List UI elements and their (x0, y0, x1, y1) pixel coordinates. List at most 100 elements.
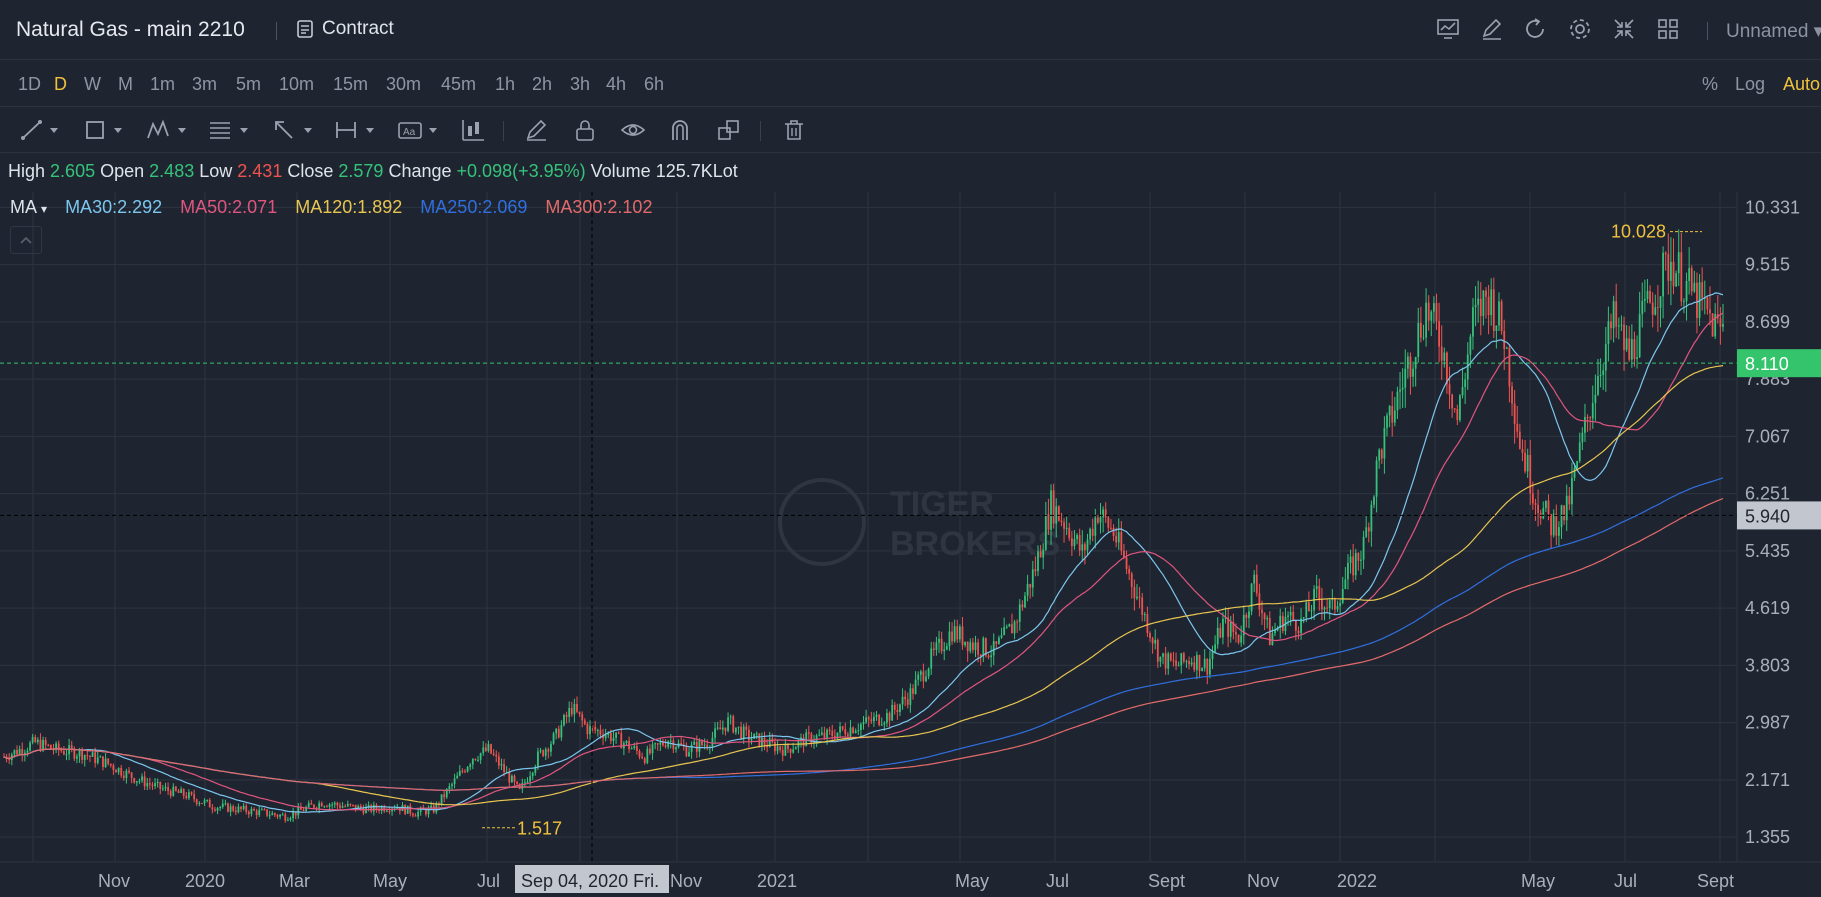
scale-log-toggle[interactable]: Log (1735, 74, 1766, 94)
candle-body (646, 748, 649, 763)
candle-body (195, 799, 198, 804)
candle-body (925, 676, 927, 682)
y-axis-tick-label: 2.987 (1745, 713, 1790, 733)
magnet-tool[interactable] (668, 115, 692, 145)
period-3h[interactable]: 3h (570, 74, 591, 94)
candle-body (414, 815, 417, 817)
candle-body (47, 744, 50, 746)
candle-body (1055, 506, 1058, 524)
layout-name-dropdown[interactable]: Unnamed ▾ (1726, 21, 1821, 42)
candle-body (1037, 551, 1039, 572)
scale-auto-toggle[interactable]: Auto (1783, 74, 1821, 94)
lock-tool[interactable] (573, 115, 597, 145)
period-m[interactable]: M (118, 74, 133, 94)
candle-body (513, 775, 516, 782)
candle-body (1693, 282, 1696, 292)
visibility-tool[interactable] (620, 115, 646, 145)
edit-icon[interactable] (1479, 16, 1505, 42)
delete-tool[interactable] (782, 115, 806, 145)
candle-body (1683, 301, 1685, 303)
candle-body (279, 814, 281, 817)
arrow-icon (275, 121, 312, 139)
candle-body (1180, 653, 1183, 666)
x-axis-tick-label: Mar (279, 871, 310, 891)
candle-body (1709, 309, 1711, 314)
candle-body (675, 747, 677, 750)
period-3m[interactable]: 3m (192, 74, 218, 94)
period-5m[interactable]: 5m (236, 74, 262, 94)
candle-body (73, 748, 76, 759)
period-4h[interactable]: 4h (606, 74, 627, 94)
candle-body (1248, 611, 1250, 618)
period-1h[interactable]: 1h (495, 74, 516, 94)
candle-body (1531, 493, 1534, 504)
candle-body (1386, 415, 1388, 428)
candle-body (1057, 506, 1060, 521)
candle-body (854, 730, 857, 733)
candle-body (89, 755, 91, 757)
period-1m[interactable]: 1m (150, 74, 176, 94)
candle-body (901, 696, 904, 705)
period-30m[interactable]: 30m (386, 74, 422, 94)
period-6h[interactable]: 6h (644, 74, 665, 94)
candle-body (1670, 261, 1672, 281)
period-2h[interactable]: 2h (532, 74, 553, 94)
x-axis-tick-label: Nov (98, 871, 130, 891)
x-axis-tick-label: Jul (1046, 871, 1069, 891)
candle-body (120, 767, 123, 776)
contract-label: Contract (322, 18, 394, 39)
period-10m[interactable]: 10m (279, 74, 315, 94)
pencil-tool[interactable] (524, 115, 550, 145)
candle-body (1370, 504, 1373, 532)
candle-body (65, 754, 68, 756)
measure-tool[interactable] (334, 115, 378, 145)
indicator-dropdown[interactable]: MA ▾ (10, 197, 48, 217)
candle-body (289, 818, 292, 820)
candle-body (23, 752, 26, 755)
candle-body (935, 642, 938, 650)
settings-gear-icon[interactable] (1567, 16, 1593, 42)
candle-body (581, 714, 584, 721)
period-45m[interactable]: 45m (441, 74, 477, 94)
period-w[interactable]: W (84, 74, 101, 94)
candle-body (1232, 622, 1235, 633)
candle-body (727, 717, 729, 731)
rectangle-tool[interactable] (84, 115, 128, 145)
chart-compare-icon[interactable] (1435, 16, 1461, 42)
candle-body (294, 811, 297, 816)
text-tool[interactable]: Aa (397, 115, 441, 145)
period-15m[interactable]: 15m (333, 74, 369, 94)
candle-body (49, 744, 52, 749)
candle-body (490, 744, 492, 754)
collapse-legend-button[interactable] (10, 226, 42, 254)
period-d[interactable]: D (54, 74, 67, 94)
period-1d[interactable]: 1D (18, 74, 42, 94)
trend-line-tool[interactable] (20, 115, 64, 145)
candle-body (1636, 357, 1638, 359)
candle-body (495, 754, 498, 757)
candle-body (1617, 325, 1620, 327)
candle-body (589, 726, 591, 735)
candle-body (917, 674, 920, 680)
contract-button[interactable]: Contract (296, 18, 394, 40)
refresh-icon[interactable] (1523, 16, 1549, 42)
candle-tool[interactable] (460, 115, 486, 145)
pattern-tool[interactable] (146, 115, 190, 145)
candle-body (1719, 318, 1722, 327)
candle-body (1047, 514, 1050, 530)
candle-body (1360, 559, 1362, 561)
collapse-arrows-icon[interactable] (1611, 16, 1637, 42)
clone-tool[interactable] (716, 115, 742, 145)
candle-body (1107, 517, 1110, 528)
arrow-tool[interactable] (272, 115, 316, 145)
candle-body (169, 791, 172, 796)
candle-body (1321, 598, 1323, 610)
candle-body (690, 744, 693, 753)
scale-percent-toggle[interactable]: % (1702, 74, 1719, 94)
candle-body (987, 655, 990, 658)
candle-body (852, 727, 854, 733)
fibonacci-tool[interactable] (208, 115, 252, 145)
layout-grid-icon[interactable] (1655, 16, 1681, 42)
candle-body (1206, 658, 1209, 675)
